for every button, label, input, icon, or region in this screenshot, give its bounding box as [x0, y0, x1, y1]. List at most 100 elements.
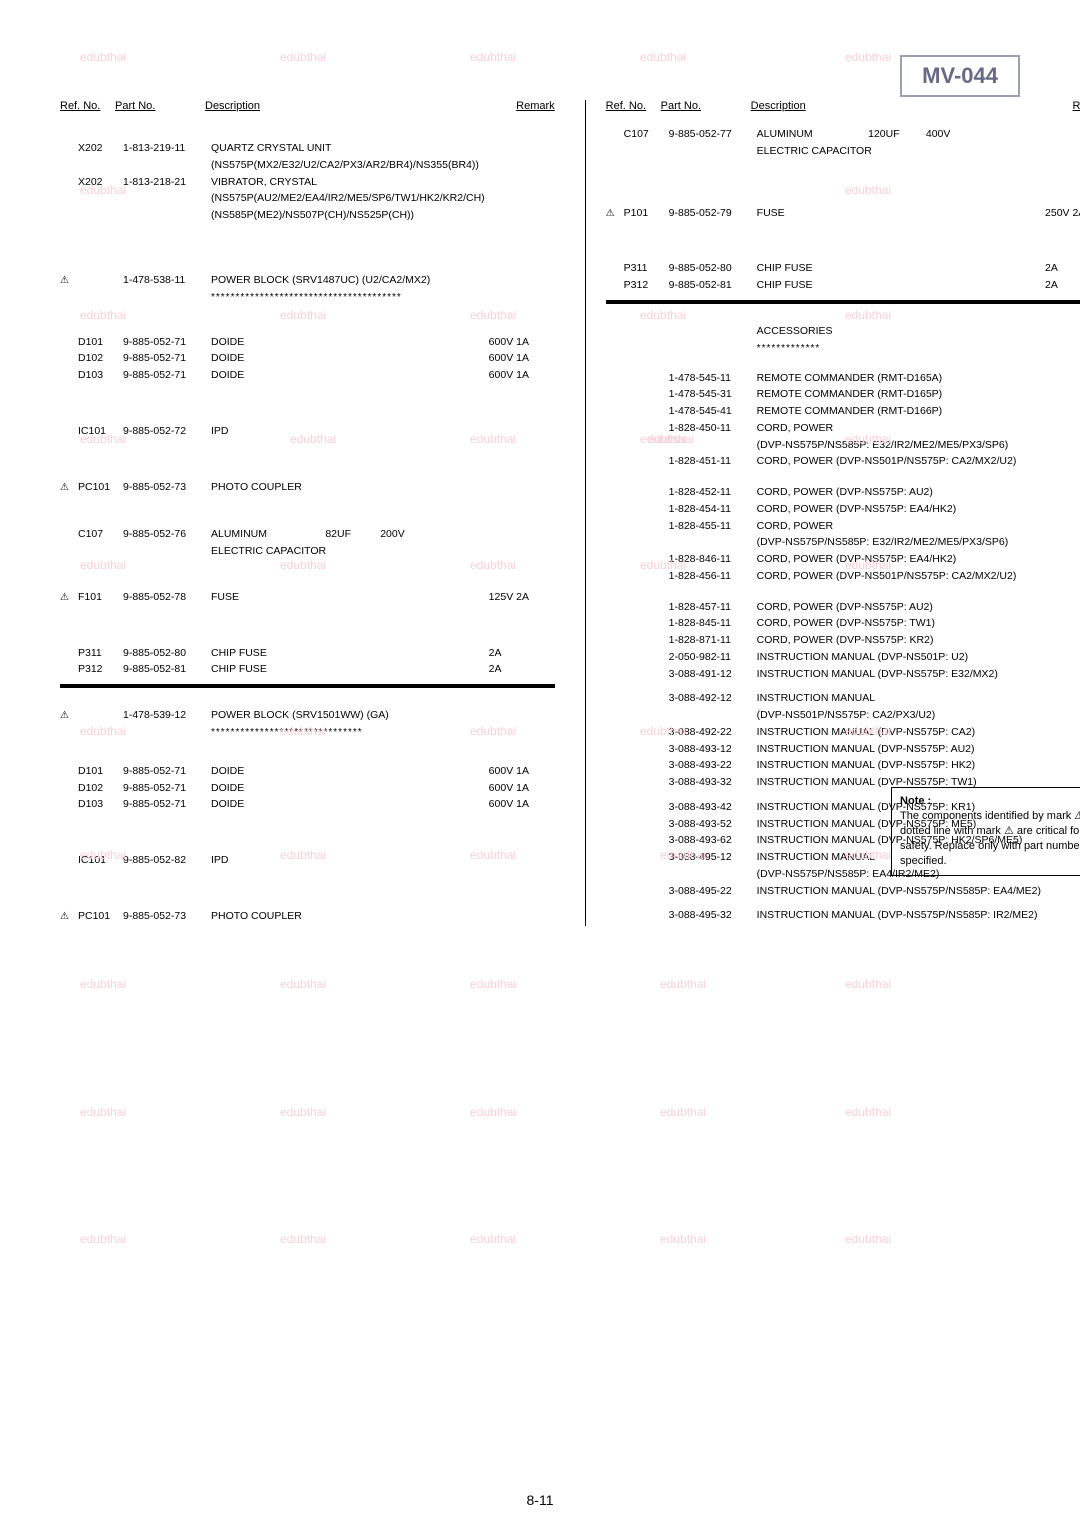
parts-row: 3-088-491-12INSTRUCTION MANUAL (DVP-NS57… — [606, 667, 1080, 683]
ref-no — [624, 144, 669, 160]
warning-icon — [606, 552, 624, 568]
part-no: 3-088-492-12 — [669, 691, 757, 707]
header-ref: Ref. No. — [60, 100, 115, 112]
description: FUSE — [211, 590, 485, 606]
warning-icon — [606, 144, 624, 160]
warning-icon — [606, 884, 624, 900]
header-ref: Ref. No. — [606, 100, 661, 112]
part-no: 9-885-052-78 — [123, 590, 211, 606]
remark — [1041, 552, 1080, 568]
watermark: edubthai — [470, 50, 516, 64]
remark — [1041, 633, 1080, 649]
parts-row: D1039-885-052-71DOIDE600V 1A — [60, 368, 555, 384]
description: DOIDE — [211, 368, 485, 384]
remark: 250V 2A — [1041, 206, 1080, 222]
section-header — [60, 465, 555, 471]
parts-row: P3129-885-052-81CHIP FUSE2A — [60, 662, 555, 678]
remark — [1041, 535, 1080, 551]
description: CORD, POWER (DVP-NS575P: KR2) — [757, 633, 1041, 649]
part-no: 3-088-495-22 — [669, 884, 757, 900]
warning-icon — [606, 742, 624, 758]
ref-no: P312 — [624, 278, 669, 294]
parts-row: (DVP-NS575P/NS585P: E32/IR2/ME2/ME5/PX3/… — [606, 535, 1080, 551]
warning-icon — [606, 817, 624, 833]
watermark: edubthai — [280, 1232, 326, 1246]
warning-icon — [606, 569, 624, 585]
remark — [1041, 519, 1080, 535]
description: CORD, POWER (DVP-NS575P: EA4/HK2) — [757, 552, 1041, 568]
remark — [1041, 371, 1080, 387]
warning-icon — [606, 691, 624, 707]
description: (NS575P(MX2/E32/U2/CA2/PX3/AR2/BR4)/NS35… — [211, 158, 485, 174]
remark: 600V 1A — [485, 368, 555, 384]
remark — [1041, 725, 1080, 741]
warning-icon — [60, 725, 78, 740]
ref-no — [624, 850, 669, 866]
warning-icon — [60, 290, 78, 305]
description: ELECTRIC CAPACITOR — [211, 544, 485, 560]
parts-row: 1-478-545-11REMOTE COMMANDER (RMT-D165A) — [606, 371, 1080, 387]
section-header — [60, 409, 555, 415]
part-no: 9-885-052-81 — [669, 278, 757, 294]
parts-row: 2-050-982-11INSTRUCTION MANUAL (DVP-NS50… — [606, 650, 1080, 666]
section-header — [606, 246, 1080, 252]
part-no: 1-828-871-11 — [669, 633, 757, 649]
warning-icon — [606, 502, 624, 518]
warning-icon — [606, 600, 624, 616]
ref-no — [624, 454, 669, 470]
part-no — [669, 324, 757, 340]
warning-icon — [606, 387, 624, 403]
ref-no: X202 — [78, 141, 123, 157]
remark — [485, 141, 555, 157]
part-no: 9-885-052-71 — [123, 351, 211, 367]
description: DOIDE — [211, 351, 485, 367]
warning-icon — [60, 368, 78, 384]
left-body: X2021-813-219-11QUARTZ CRYSTAL UNIT(NS57… — [60, 120, 555, 925]
part-no: 9-885-052-73 — [123, 909, 211, 925]
remark — [1041, 600, 1080, 616]
remark: 600V 1A — [485, 335, 555, 351]
remark — [1041, 708, 1080, 724]
header-desc: Description — [205, 100, 495, 112]
ref-no: IC101 — [78, 853, 123, 869]
part-no: 1-828-452-11 — [669, 485, 757, 501]
ref-no: D103 — [78, 797, 123, 813]
ref-no: D103 — [78, 368, 123, 384]
ref-no — [624, 552, 669, 568]
part-no — [123, 191, 211, 207]
description: CHIP FUSE — [757, 261, 1041, 277]
remark — [485, 191, 555, 207]
parts-row: D1019-885-052-71DOIDE600V 1A — [60, 764, 555, 780]
parts-row: 1-478-545-41REMOTE COMMANDER (RMT-D166P) — [606, 404, 1080, 420]
warning-icon — [606, 800, 624, 816]
watermark: edubthai — [280, 977, 326, 991]
part-no: 1-828-456-11 — [669, 569, 757, 585]
description: DOIDE — [211, 335, 485, 351]
part-no: 9-885-052-80 — [669, 261, 757, 277]
remark — [1041, 404, 1080, 420]
part-no: 3-088-493-12 — [669, 742, 757, 758]
watermark: edubthai — [470, 1232, 516, 1246]
parts-row: C1079-885-052-76ALUMINUM 82UF 200V — [60, 527, 555, 543]
section-header — [60, 120, 555, 126]
part-no: 3-088-493-22 — [669, 758, 757, 774]
parts-row: 3-088-495-22INSTRUCTION MANUAL (DVP-NS57… — [606, 884, 1080, 900]
part-no: 9-885-052-79 — [669, 206, 757, 222]
ref-no — [624, 421, 669, 437]
remark — [1041, 144, 1080, 160]
part-no: 9-885-052-76 — [123, 527, 211, 543]
ref-no — [78, 208, 123, 224]
warning-icon: ⚠ — [60, 909, 78, 925]
section-header — [606, 120, 1080, 126]
ref-no — [78, 273, 123, 289]
section-header — [60, 320, 555, 326]
ref-no: C107 — [624, 127, 669, 143]
ref-no — [624, 650, 669, 666]
warning-icon — [606, 438, 624, 454]
ref-no — [624, 404, 669, 420]
part-no: 3-088-495-12 — [669, 850, 757, 866]
ref-no — [624, 775, 669, 791]
parts-row: ************* — [606, 341, 1080, 356]
page-number: 8-11 — [527, 1492, 554, 1508]
note-body: The components identified by mark ⚠ or d… — [900, 810, 1080, 867]
